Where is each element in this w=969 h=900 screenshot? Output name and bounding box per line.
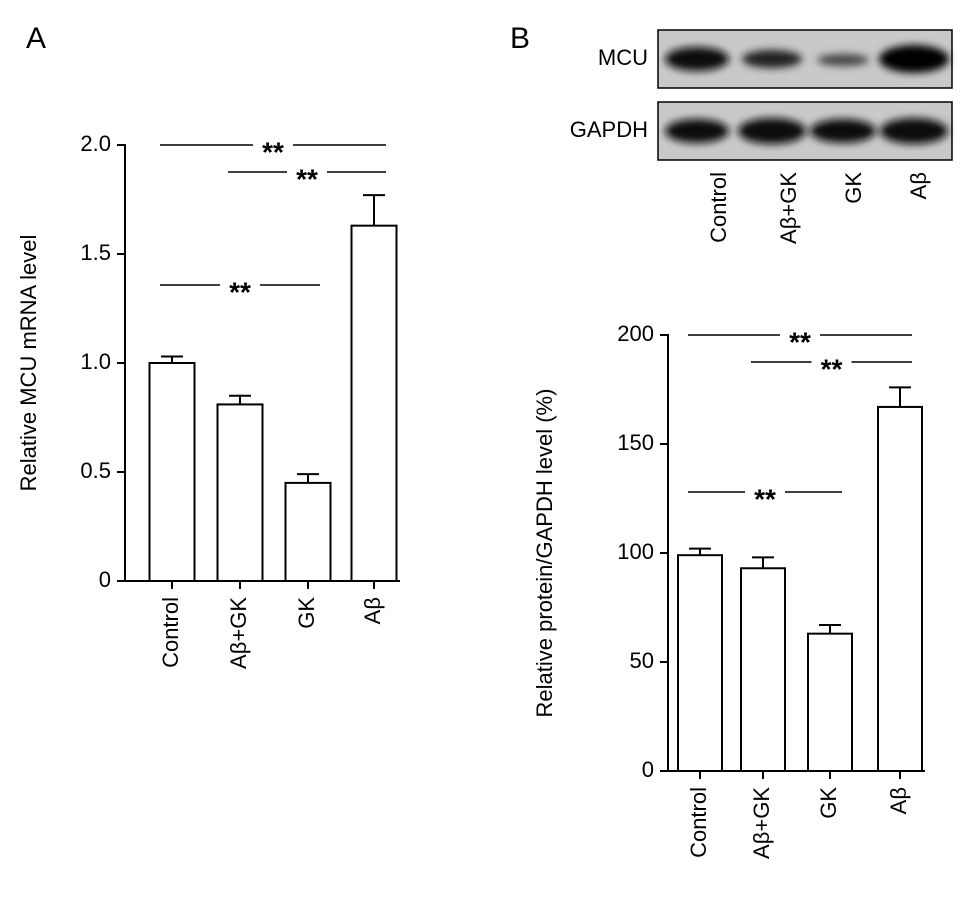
x-tick-label: Aβ bbox=[360, 597, 385, 624]
y-tick-label: 150 bbox=[617, 430, 654, 455]
bar bbox=[148, 362, 196, 582]
blot-lane-label: Aβ bbox=[906, 172, 931, 199]
y-tick-label: 0 bbox=[99, 567, 111, 592]
x-tick-label: Aβ+GK bbox=[749, 787, 774, 859]
y-tick-label: 0 bbox=[642, 757, 654, 782]
significance-label: ** bbox=[296, 163, 318, 194]
y-tick-label: 0.5 bbox=[80, 458, 111, 483]
panel-label: B bbox=[510, 22, 530, 55]
x-tick-label: GK bbox=[816, 787, 841, 819]
bar bbox=[740, 567, 786, 773]
bar bbox=[677, 554, 723, 772]
significance-bg bbox=[780, 325, 820, 345]
significance-bg bbox=[220, 275, 260, 295]
significance-label: ** bbox=[754, 483, 776, 514]
x-tick-label: Aβ bbox=[886, 787, 911, 814]
y-tick-label: 200 bbox=[617, 321, 654, 346]
y-tick-label: 50 bbox=[630, 648, 654, 673]
bar bbox=[807, 632, 853, 772]
significance-label: ** bbox=[262, 136, 284, 167]
y-tick-label: 100 bbox=[617, 539, 654, 564]
y-axis-label: Relative MCU mRNA level bbox=[16, 235, 41, 492]
blot-row-label: MCU bbox=[598, 45, 648, 70]
y-tick-label: 1.0 bbox=[80, 349, 111, 374]
y-tick-label: 2.0 bbox=[80, 131, 111, 156]
significance-bg bbox=[253, 135, 293, 155]
blot-lane-label: GK bbox=[841, 172, 866, 204]
x-tick-label: Control bbox=[158, 597, 183, 668]
bar bbox=[216, 403, 264, 583]
significance-label: ** bbox=[821, 353, 843, 384]
x-tick-label: Aβ+GK bbox=[226, 597, 251, 669]
bar bbox=[350, 224, 398, 582]
panel-label: A bbox=[26, 22, 46, 55]
significance-bg bbox=[811, 352, 852, 372]
blot-row-label: GAPDH bbox=[570, 117, 648, 142]
significance-label: ** bbox=[789, 326, 811, 357]
x-tick-label: Control bbox=[686, 787, 711, 858]
x-tick-label: GK bbox=[294, 597, 319, 629]
blot-lane-label: Aβ+GK bbox=[776, 172, 801, 244]
bar bbox=[284, 481, 332, 582]
significance-label: ** bbox=[229, 276, 251, 307]
bar bbox=[877, 405, 923, 772]
blot-image bbox=[657, 29, 953, 161]
y-tick-label: 1.5 bbox=[80, 240, 111, 265]
significance-bg bbox=[287, 162, 327, 182]
blot-lane-label: Control bbox=[706, 172, 731, 243]
y-axis-label: Relative protein/GAPDH level (%) bbox=[532, 389, 557, 718]
significance-bg bbox=[745, 482, 785, 502]
